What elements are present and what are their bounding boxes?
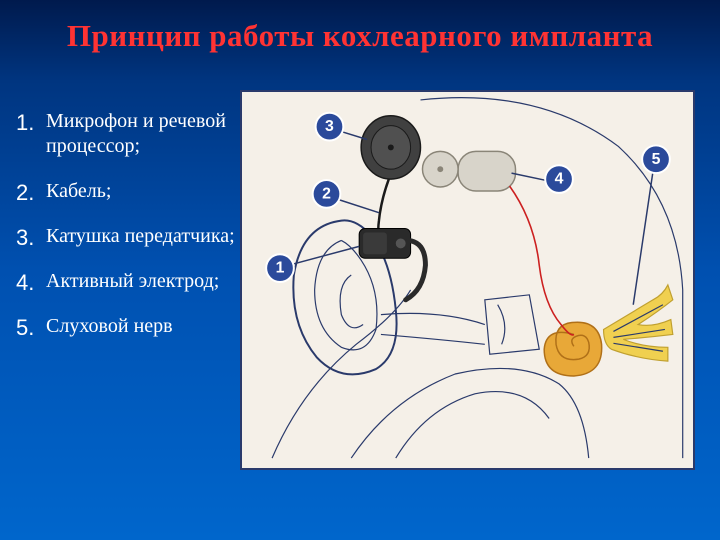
numbered-list: Микрофон и речевой процессор; Кабель; Ка… — [10, 109, 240, 339]
list-item: Катушка передатчика; — [10, 224, 240, 249]
list-item: Кабель; — [10, 179, 240, 204]
badge-4-label: 4 — [555, 171, 564, 188]
badge-3-label: 3 — [325, 118, 334, 135]
badge-5-label: 5 — [652, 151, 661, 168]
page-title: Принцип работы кохлеарного импланта — [0, 0, 720, 54]
list-item: Микрофон и речевой процессор; — [10, 109, 240, 159]
list-item: Активный электрод; — [10, 269, 240, 294]
list-column: Микрофон и речевой процессор; Кабель; Ка… — [0, 109, 240, 359]
list-item: Слуховой нерв — [10, 314, 240, 339]
badge-1-label: 1 — [276, 260, 285, 277]
cochlear-implant-diagram: 1 2 3 4 5 — [240, 90, 695, 470]
badge-2-label: 2 — [322, 185, 331, 202]
